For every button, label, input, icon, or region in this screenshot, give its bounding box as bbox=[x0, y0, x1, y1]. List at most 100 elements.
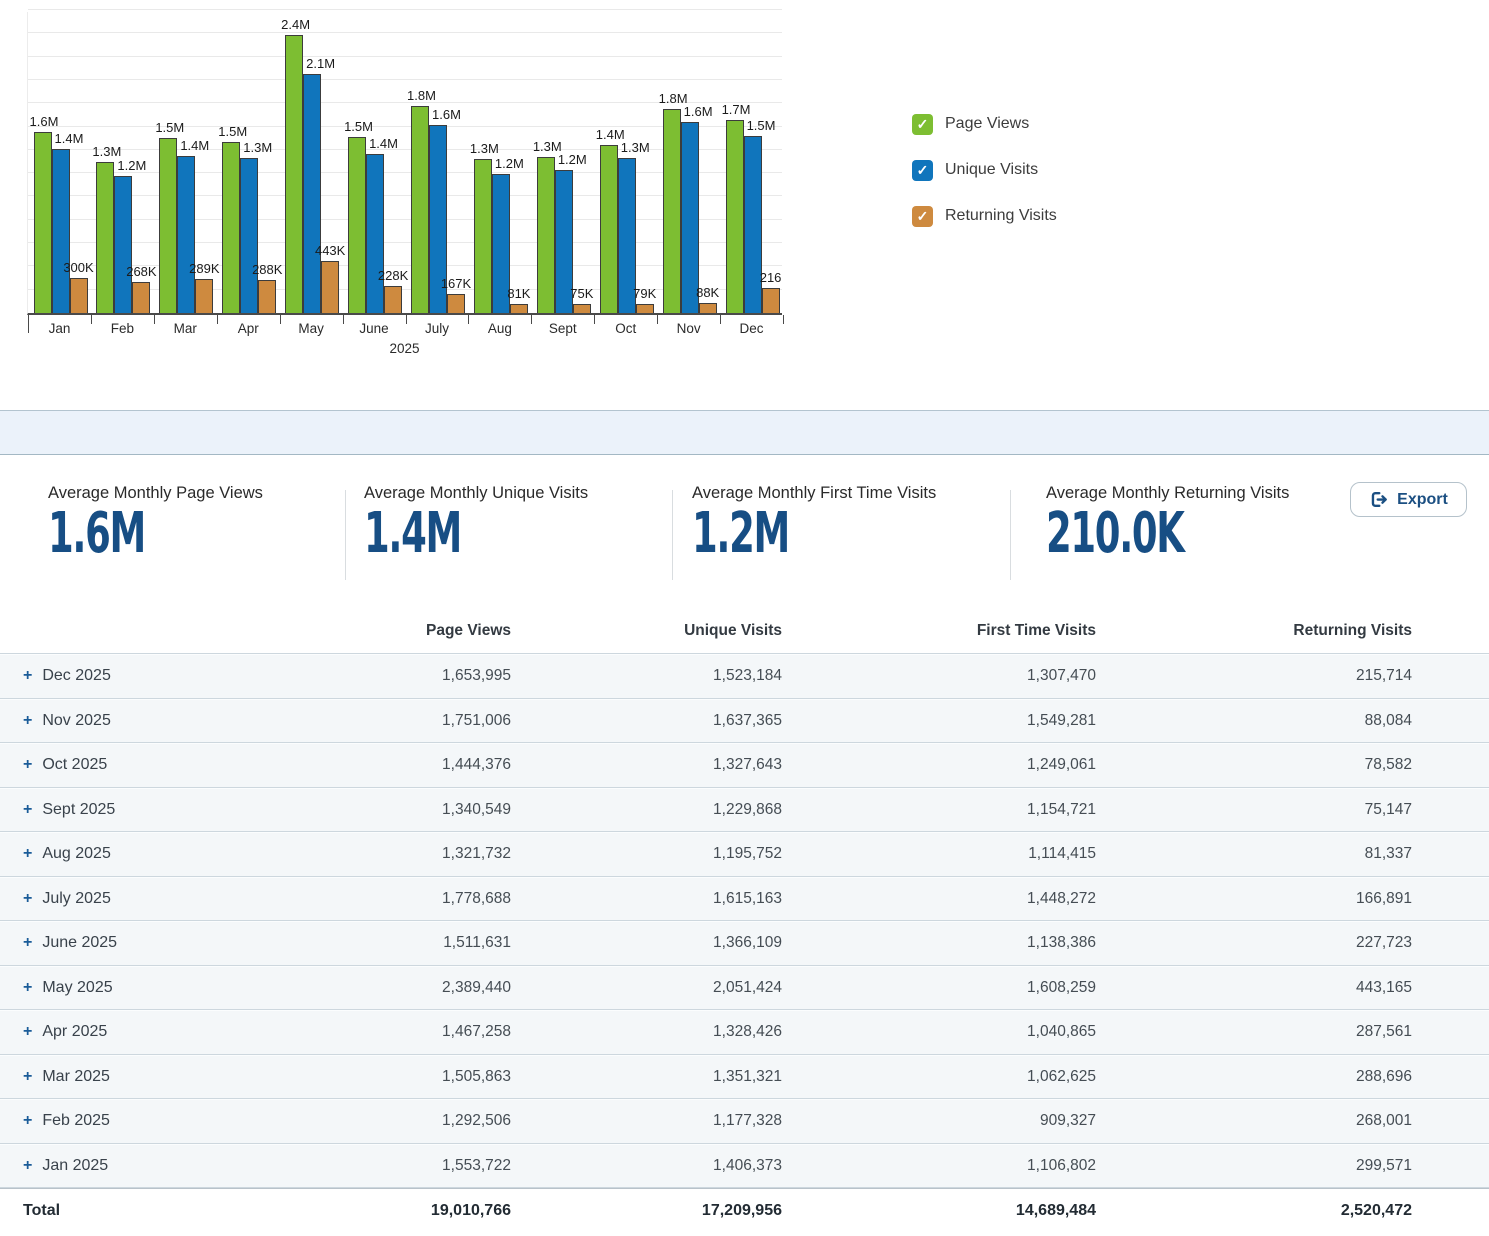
bar-unique-visits-june[interactable] bbox=[366, 154, 384, 313]
first-time-visits-cell: 1,549,281 bbox=[1027, 700, 1096, 743]
legend-checkbox-checked[interactable]: ✓ bbox=[912, 206, 933, 227]
expand-row-button[interactable]: + bbox=[23, 1068, 32, 1086]
bar-value-label: 1.7M bbox=[722, 103, 751, 117]
table-row-sept-2025: +Sept 20251,340,5491,229,8681,154,72175,… bbox=[0, 788, 1489, 833]
bar-page-views-june[interactable] bbox=[348, 137, 366, 313]
page-views-cell: 1,505,863 bbox=[442, 1056, 511, 1099]
stat-divider bbox=[672, 490, 673, 580]
month-cell: +Aug 2025 bbox=[23, 833, 111, 876]
bar-value-label: 1.4M bbox=[180, 139, 209, 153]
bar-returning-visits-apr[interactable] bbox=[258, 280, 276, 314]
bar-value-label: 216 bbox=[760, 271, 782, 285]
bar-page-views-may[interactable] bbox=[285, 35, 303, 313]
x-tick-label-feb: Feb bbox=[91, 321, 154, 336]
bar-returning-visits-jan[interactable] bbox=[70, 278, 88, 313]
legend-label: Page Views bbox=[945, 115, 1029, 133]
bar-returning-visits-sept[interactable] bbox=[573, 304, 591, 313]
bar-returning-visits-july[interactable] bbox=[447, 294, 465, 313]
bar-unique-visits-dec[interactable] bbox=[744, 136, 762, 314]
returning-visits-cell: 166,891 bbox=[1356, 878, 1412, 921]
bar-page-views-dec[interactable] bbox=[726, 120, 744, 313]
month-label: Mar 2025 bbox=[42, 1068, 110, 1086]
bar-unique-visits-may[interactable] bbox=[303, 74, 321, 313]
page-views-cell: 2,389,440 bbox=[442, 967, 511, 1010]
first-time-visits-cell: 1,154,721 bbox=[1027, 789, 1096, 832]
expand-row-button[interactable]: + bbox=[23, 1157, 32, 1175]
returning-visits-cell: 88,084 bbox=[1365, 700, 1412, 743]
unique-visits-cell: 1,523,184 bbox=[713, 655, 782, 698]
stat-divider bbox=[345, 490, 346, 580]
bar-unique-visits-apr[interactable] bbox=[240, 158, 258, 313]
bar-page-views-feb[interactable] bbox=[96, 162, 114, 313]
bar-page-views-oct[interactable] bbox=[600, 145, 618, 313]
expand-row-button[interactable]: + bbox=[23, 1112, 32, 1130]
bar-value-label: 228K bbox=[378, 269, 408, 283]
section-divider-band bbox=[0, 410, 1489, 455]
bar-returning-visits-mar[interactable] bbox=[195, 279, 213, 313]
legend-checkbox-checked[interactable]: ✓ bbox=[912, 114, 933, 135]
bar-returning-visits-oct[interactable] bbox=[636, 304, 654, 313]
bar-unique-visits-jan[interactable] bbox=[52, 149, 70, 313]
expand-row-button[interactable]: + bbox=[23, 934, 32, 952]
stat-card-unique-visits: Average Monthly Unique Visits 1.4M bbox=[364, 484, 588, 561]
legend-label: Unique Visits bbox=[945, 161, 1038, 179]
bar-returning-visits-aug[interactable] bbox=[510, 304, 528, 313]
x-axis-year-label: 2025 bbox=[27, 341, 782, 356]
bar-returning-visits-feb[interactable] bbox=[132, 282, 150, 313]
bar-unique-visits-feb[interactable] bbox=[114, 176, 132, 313]
bar-returning-visits-june[interactable] bbox=[384, 286, 402, 313]
expand-row-button[interactable]: + bbox=[23, 801, 32, 819]
bar-page-views-july[interactable] bbox=[411, 106, 429, 313]
expand-row-button[interactable]: + bbox=[23, 845, 32, 863]
bar-page-views-sept[interactable] bbox=[537, 157, 555, 313]
legend-item-page-views: ✓ Page Views bbox=[912, 113, 1057, 135]
column-header-first-time-visits: First Time Visits bbox=[977, 608, 1096, 653]
table-total-row: Total 19,010,766 17,209,956 14,689,484 2… bbox=[0, 1188, 1489, 1232]
x-tick-label-sept: Sept bbox=[531, 321, 594, 336]
month-label: June 2025 bbox=[42, 934, 117, 952]
bar-page-views-aug[interactable] bbox=[474, 159, 492, 313]
x-axis-tick bbox=[720, 315, 721, 324]
legend-checkbox-checked[interactable]: ✓ bbox=[912, 160, 933, 181]
table-row-july-2025: +July 20251,778,6881,615,1631,448,272166… bbox=[0, 877, 1489, 922]
month-cell: +Sept 2025 bbox=[23, 789, 115, 832]
bar-returning-visits-nov[interactable] bbox=[699, 303, 717, 313]
expand-row-button[interactable]: + bbox=[23, 712, 32, 730]
month-cell: + June 2025 bbox=[23, 922, 117, 965]
x-tick-label-nov: Nov bbox=[657, 321, 720, 336]
bar-returning-visits-may[interactable] bbox=[321, 261, 339, 313]
bar-unique-visits-mar[interactable] bbox=[177, 156, 195, 313]
total-first-time-visits: 14,689,484 bbox=[1016, 1189, 1096, 1232]
x-axis-tick bbox=[468, 315, 469, 324]
bar-page-views-mar[interactable] bbox=[159, 138, 177, 313]
x-axis-tick bbox=[657, 315, 658, 324]
expand-row-button[interactable]: + bbox=[23, 890, 32, 908]
expand-row-button[interactable]: + bbox=[23, 667, 32, 685]
x-tick-label-mar: Mar bbox=[154, 321, 217, 336]
expand-row-button[interactable]: + bbox=[23, 756, 32, 774]
bar-value-label: 81K bbox=[507, 287, 530, 301]
bar-page-views-apr[interactable] bbox=[222, 142, 240, 313]
bar-page-views-jan[interactable] bbox=[34, 132, 52, 313]
bar-value-label: 1.6M bbox=[30, 115, 59, 129]
column-header-returning-visits: Returning Visits bbox=[1293, 608, 1412, 653]
x-tick-label-aug: Aug bbox=[468, 321, 531, 336]
bar-value-label: 75K bbox=[570, 287, 593, 301]
gridline bbox=[28, 9, 782, 10]
bar-value-label: 167K bbox=[441, 277, 471, 291]
bar-value-label: 268K bbox=[126, 265, 156, 279]
bar-returning-visits-dec[interactable] bbox=[762, 288, 780, 313]
table-row-may-2025: +May 20252,389,4402,051,4241,608,259443,… bbox=[0, 966, 1489, 1011]
table-row-oct-2025: +Oct 20251,444,3761,327,6431,249,06178,5… bbox=[0, 743, 1489, 788]
export-button[interactable]: Export bbox=[1350, 482, 1467, 517]
bar-page-views-nov[interactable] bbox=[663, 109, 681, 313]
month-cell: +Apr 2025 bbox=[23, 1011, 107, 1054]
returning-visits-cell: 288,696 bbox=[1356, 1056, 1412, 1099]
table-row-aug-2025: +Aug 20251,321,7321,195,7521,114,41581,3… bbox=[0, 832, 1489, 877]
x-axis-tick bbox=[91, 315, 92, 324]
expand-row-button[interactable]: + bbox=[23, 979, 32, 997]
table-header-row: Page Views Unique Visits First Time Visi… bbox=[0, 608, 1489, 654]
analytics-dashboard: 1.6M1.4M300KJan1.3M1.2M268KFeb1.5M1.4M28… bbox=[0, 0, 1489, 1236]
x-axis-tick bbox=[406, 315, 407, 324]
expand-row-button[interactable]: + bbox=[23, 1023, 32, 1041]
